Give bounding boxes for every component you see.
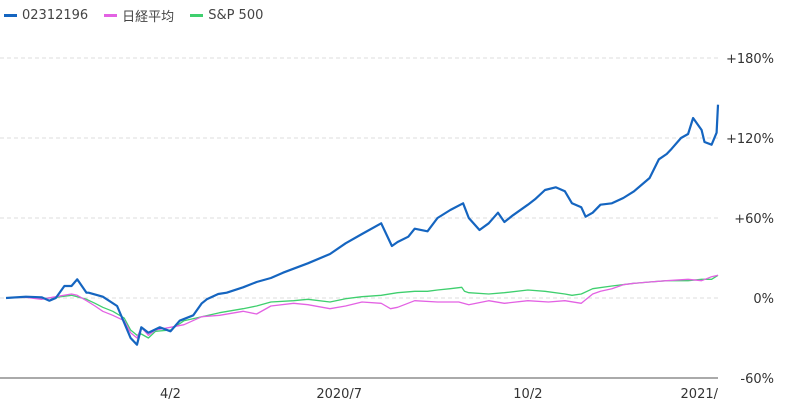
legend-item-fund[interactable]: 02312196 bbox=[4, 8, 88, 23]
y-tick-label: -60% bbox=[740, 372, 774, 387]
legend-label-sp500: S&P 500 bbox=[208, 7, 264, 23]
legend-label-fund: 02312196 bbox=[22, 7, 89, 23]
legend: 02312196 日経平均 S&P 500 bbox=[4, 4, 279, 26]
y-tick-label: 0% bbox=[753, 292, 774, 307]
legend-label-nikkei: 日経平均 bbox=[122, 9, 175, 25]
series-line-sp500 bbox=[5, 274, 719, 339]
x-tick-label: 4/2 bbox=[160, 387, 181, 402]
y-tick-label: +60% bbox=[734, 212, 774, 227]
y-tick-label: +180% bbox=[726, 52, 774, 67]
x-tick-label: 10/2 bbox=[513, 387, 542, 402]
legend-item-sp500[interactable]: S&P 500 bbox=[190, 8, 263, 23]
legend-item-nikkei[interactable]: 日経平均 bbox=[104, 6, 174, 25]
legend-swatch-fund bbox=[4, 13, 17, 17]
y-tick-label: +120% bbox=[726, 132, 774, 147]
series-line-nikkei bbox=[5, 274, 719, 339]
legend-swatch-sp500 bbox=[190, 13, 204, 17]
x-tick-label: 2021/ bbox=[681, 387, 719, 402]
legend-swatch-nikkei bbox=[104, 13, 118, 17]
series-line-fund bbox=[5, 104, 720, 346]
x-tick-label: 2020/7 bbox=[316, 387, 362, 402]
